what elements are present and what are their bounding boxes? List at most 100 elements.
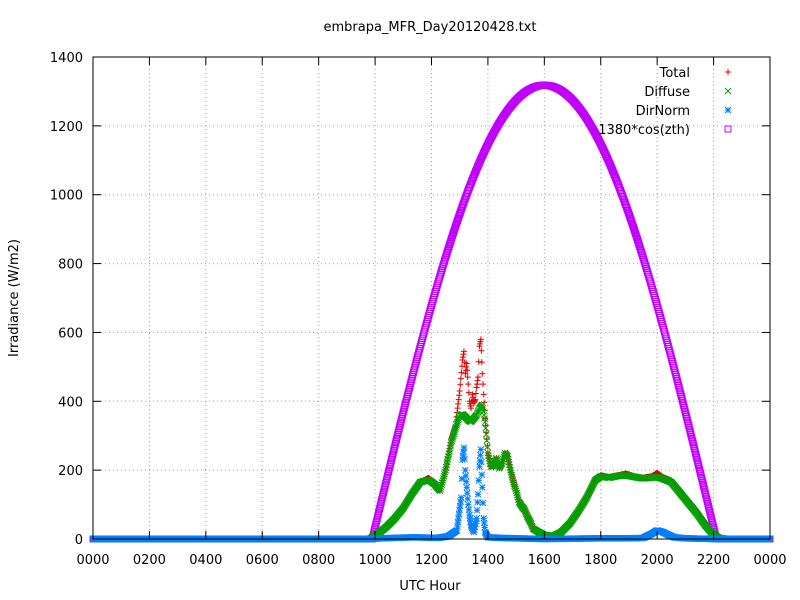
data-point: [437, 483, 445, 491]
data-point: [398, 413, 406, 421]
data-point: [386, 461, 394, 469]
data-point: [683, 415, 691, 423]
data-point: [474, 498, 481, 506]
x-axis-label: UTC Hour: [399, 579, 461, 594]
data-point: [402, 397, 410, 405]
data-point: [471, 526, 478, 533]
data-point: [400, 406, 408, 414]
x-tick-label: 0400: [189, 553, 222, 568]
data-point: [676, 388, 684, 396]
chart-title: embrapa_MFR_Day20120428.txt: [323, 20, 536, 35]
data-point: [463, 489, 471, 497]
x-tick-label: 1000: [359, 553, 392, 568]
data-point: [403, 393, 411, 401]
data-point: [685, 424, 693, 432]
data-point: [455, 510, 463, 518]
data-point: [458, 475, 466, 483]
data-point: [446, 239, 454, 247]
data-point: [685, 422, 693, 430]
data-point: [478, 484, 486, 491]
data-point: [466, 514, 474, 522]
data-point: [673, 375, 681, 383]
data-point: [454, 405, 461, 412]
data-point: [397, 417, 405, 425]
data-point: [443, 250, 451, 258]
data-point: [689, 438, 697, 446]
data-point: [472, 396, 479, 403]
data-point: [374, 509, 382, 517]
data-point: [471, 523, 479, 530]
data-point: [375, 507, 383, 515]
legend-marker: [724, 125, 732, 133]
data-point: [398, 415, 406, 423]
data-point: [408, 373, 416, 381]
x-tick-label: 0800: [302, 553, 335, 568]
data-point: [692, 449, 700, 457]
data-point: [403, 395, 411, 403]
data-point: [437, 485, 444, 493]
y-tick-label: 600: [58, 326, 83, 341]
data-point: [680, 401, 688, 409]
data-point: [459, 456, 466, 464]
data-point: [388, 454, 396, 462]
data-point: [672, 371, 680, 379]
data-point: [442, 252, 450, 260]
data-point: [633, 234, 641, 242]
y-tick-label: 1000: [50, 189, 83, 204]
data-point: [390, 447, 398, 455]
data-point: [399, 408, 407, 416]
data-point: [635, 239, 643, 247]
data-point: [462, 472, 470, 480]
x-tick-label: 1400: [471, 553, 504, 568]
data-point: [389, 451, 397, 459]
data-point: [387, 456, 395, 464]
data-point: [694, 461, 702, 469]
data-point: [475, 358, 482, 365]
data-point: [377, 498, 385, 506]
data-point: [462, 478, 470, 485]
data-point: [705, 502, 713, 510]
data-point: [702, 491, 710, 499]
data-point: [479, 499, 487, 507]
data-point: [455, 514, 462, 522]
y-axis-label: Irradiance (W/m2): [7, 239, 22, 357]
data-point: [378, 493, 386, 501]
data-point: [371, 523, 379, 531]
legend-label: Diffuse: [644, 85, 690, 100]
data-point: [394, 429, 402, 437]
data-point: [477, 458, 485, 466]
data-point: [695, 463, 703, 471]
data-point: [406, 382, 414, 390]
legend-label: DirNorm: [636, 104, 690, 119]
data-point: [691, 447, 699, 455]
data-point: [457, 498, 464, 506]
legend-label: Total: [659, 66, 690, 81]
data-point: [405, 384, 413, 392]
data-point: [512, 487, 520, 495]
data-point: [478, 359, 485, 366]
x-tick-label: 0000: [753, 553, 786, 568]
y-tick-label: 400: [58, 395, 83, 410]
data-point: [391, 440, 399, 448]
data-point: [483, 443, 491, 451]
data-point: [444, 246, 452, 254]
data-point: [636, 244, 644, 252]
data-point: [379, 491, 387, 499]
data-point: [438, 479, 446, 486]
data-point: [479, 370, 486, 377]
data-point: [383, 472, 391, 480]
data-point: [401, 401, 409, 409]
data-point: [470, 528, 478, 536]
data-point: [696, 467, 704, 475]
x-tick-label: 1200: [415, 553, 448, 568]
data-point: [461, 455, 468, 463]
data-point: [690, 442, 698, 450]
data-point: [509, 476, 517, 484]
data-point: [513, 489, 521, 497]
data-point: [458, 363, 465, 370]
data-point: [407, 379, 415, 387]
data-point: [440, 472, 448, 480]
data-point: [472, 517, 480, 525]
data-point: [683, 413, 691, 421]
